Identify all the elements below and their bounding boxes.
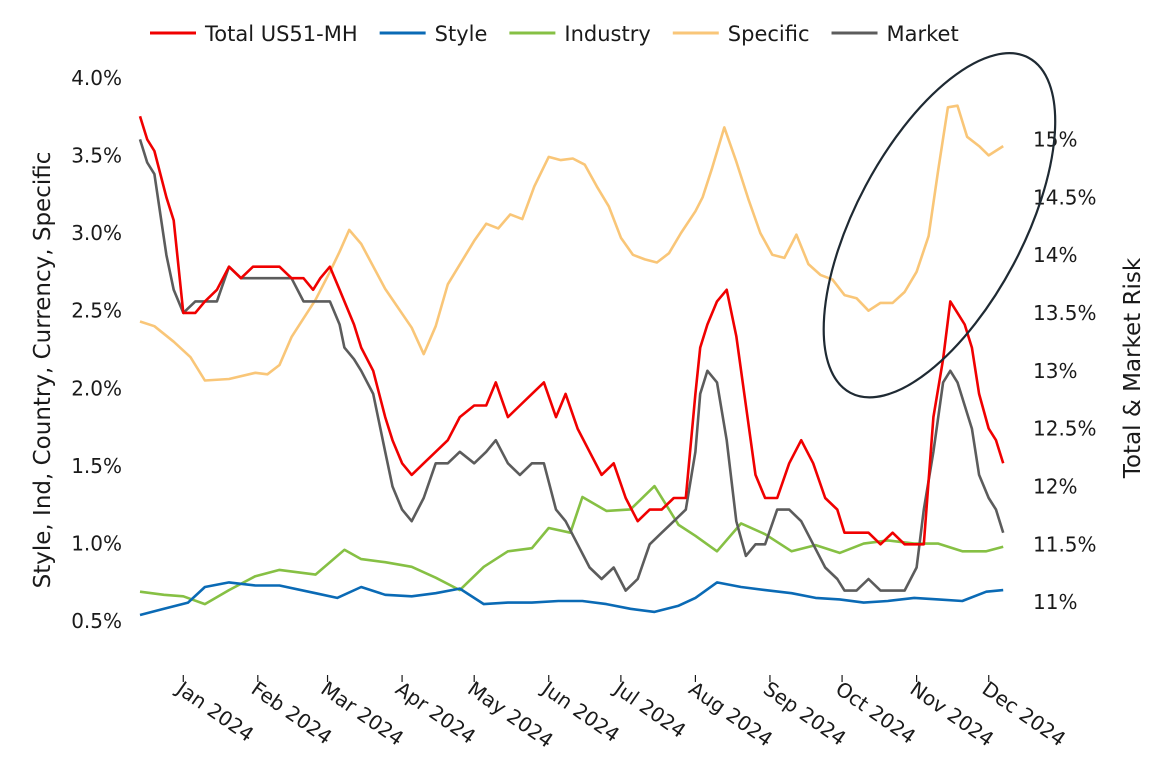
highlight-ellipse [822,52,1057,399]
series-line-total-us51-mh [138,115,1005,546]
right-axis-title: Total & Market Risk [1120,257,1146,479]
legend-label: Industry [564,22,650,46]
left-axis-title: Style, Ind, Country, Currency, Specific [30,152,56,589]
legend-item-industry: Industry [509,22,651,46]
left-tick-label: 2.5% [71,299,122,323]
legend-item-total-us51-mh: Total US51-MH [150,22,358,46]
left-axis: 0.5% 1.0% 1.5% 2.0% 2.5% 3.0% 3.5% 4.0% [71,66,122,633]
legend-label: Style [435,22,488,46]
x-tick-label: Jan 2024 [171,675,259,746]
right-tick-label: 11% [1033,590,1077,614]
x-tick-label: Jul 2024 [608,675,690,742]
left-tick-label: 3.5% [71,143,122,167]
x-tick-label: Mar 2024 [317,676,409,750]
left-tick-label: 4.0% [71,66,122,90]
right-tick-label: 12% [1033,474,1077,498]
right-tick-label: 11.5% [1033,532,1097,556]
right-axis: 11%11.5%12%12.5%13%13.5%14%14.5%15% [1033,127,1097,614]
series-line-market [138,139,1005,592]
legend-label: Market [887,22,959,46]
legend-item-style: Style [379,22,488,46]
legend: Total US51-MH Style Industry Specific Market [150,22,959,46]
left-tick-label: 2.0% [71,376,122,400]
left-tick-label: 3.0% [71,221,122,245]
left-tick-label: 1.0% [71,532,122,556]
x-tick-label: Apr 2024 [391,676,480,748]
right-tick-label: 13% [1033,359,1077,383]
right-tick-label: 13.5% [1033,301,1097,325]
series-line-specific [139,104,1004,382]
left-tick-label: 0.5% [71,609,122,633]
series-layer [138,104,1005,617]
series-line-industry [139,484,1004,606]
legend-label: Total US51-MH [204,22,358,46]
series-line-style [139,581,1004,617]
legend-item-market: Market [831,22,959,46]
right-tick-label: 14% [1033,243,1077,267]
legend-item-specific: Specific [672,22,810,46]
annotation-layer [822,52,1057,399]
x-tick-label: Aug 2024 [685,676,778,751]
right-tick-label: 12.5% [1033,417,1097,441]
left-tick-label: 1.5% [71,454,122,478]
legend-label: Specific [728,22,810,46]
